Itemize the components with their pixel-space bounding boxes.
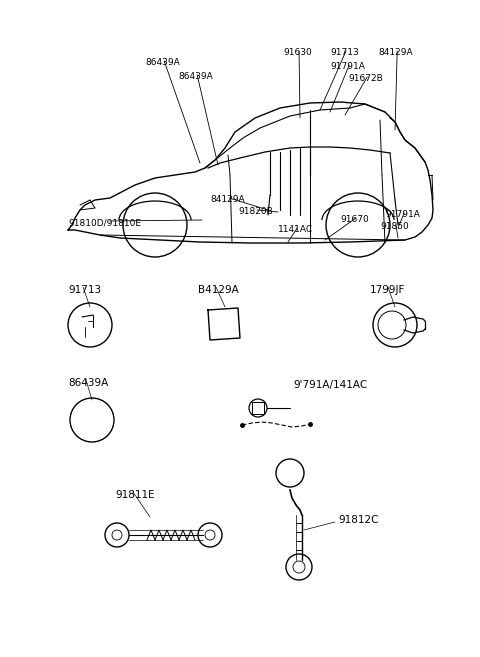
- Text: 84129A: 84129A: [378, 48, 413, 57]
- Text: 91713: 91713: [68, 285, 101, 295]
- Text: 91812C: 91812C: [338, 515, 379, 525]
- Text: 91811E: 91811E: [115, 490, 155, 500]
- Text: 9'791A/141AC: 9'791A/141AC: [293, 380, 367, 390]
- Text: 1799JF: 1799JF: [370, 285, 406, 295]
- Text: 91850: 91850: [380, 222, 409, 231]
- Text: 86439A: 86439A: [145, 58, 180, 67]
- Text: 91810D/91810E: 91810D/91810E: [68, 218, 141, 227]
- Text: 1141AC: 1141AC: [278, 225, 313, 234]
- Text: B4129A: B4129A: [198, 285, 239, 295]
- Text: 91672B: 91672B: [348, 74, 383, 83]
- Text: 86439A: 86439A: [68, 378, 108, 388]
- Text: 86439A: 86439A: [178, 72, 213, 81]
- Bar: [252, 402, 264, 414]
- Text: 84129A: 84129A: [210, 195, 245, 204]
- Text: 91713: 91713: [330, 48, 359, 57]
- Text: 91670: 91670: [340, 215, 369, 224]
- Text: 91820B: 91820B: [238, 207, 273, 216]
- Text: 91791A: 91791A: [385, 210, 420, 219]
- Text: 91791A: 91791A: [330, 62, 365, 71]
- Text: 91630: 91630: [283, 48, 312, 57]
